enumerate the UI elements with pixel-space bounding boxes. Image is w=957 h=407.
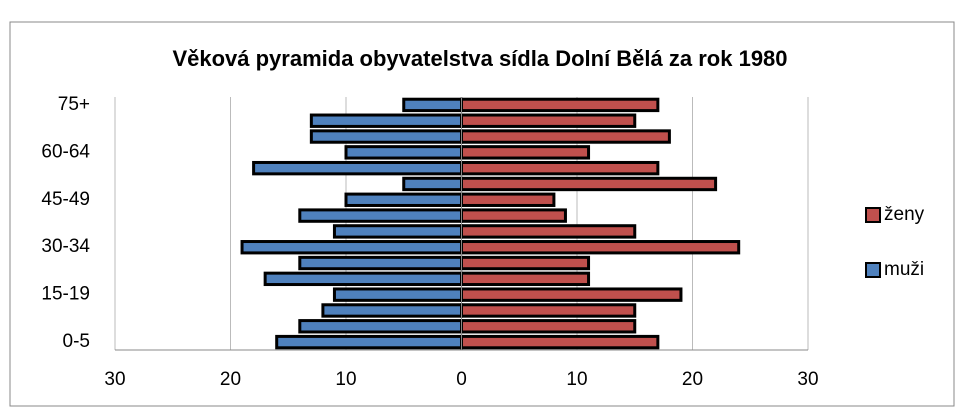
bar — [460, 176, 718, 192]
legend-swatch — [865, 262, 881, 278]
bar — [332, 287, 464, 302]
bar — [344, 145, 463, 160]
chart-title: Věková pyramida obyvatelstva sídla Dolní… — [172, 46, 787, 71]
bar — [252, 160, 463, 176]
bar — [309, 129, 463, 144]
bar — [460, 240, 741, 255]
bar — [275, 334, 464, 350]
legend-label: ženy — [884, 204, 925, 225]
bar — [344, 192, 463, 207]
y-tick-label: 45-49 — [41, 189, 90, 210]
x-tick-label: 30 — [104, 369, 125, 390]
bar — [460, 97, 660, 113]
x-tick-label: 0 — [456, 369, 467, 390]
bar — [460, 208, 567, 223]
x-tick-label: 10 — [335, 369, 356, 390]
bar — [460, 113, 637, 128]
y-tick-label: 30-34 — [41, 236, 90, 257]
bar — [460, 129, 671, 144]
bar — [298, 208, 463, 223]
bar — [263, 271, 463, 287]
x-tick-label: 20 — [682, 369, 703, 390]
bar — [460, 303, 637, 318]
bar — [460, 319, 637, 334]
bar — [460, 160, 660, 176]
legend-label: muži — [884, 259, 924, 280]
bar — [309, 113, 463, 128]
bar — [332, 224, 464, 239]
bar — [460, 224, 637, 239]
legend-swatch — [865, 207, 881, 223]
y-tick-label: 75+ — [58, 94, 90, 115]
y-tick-label: 15-19 — [41, 284, 90, 305]
x-tick-label: 10 — [566, 369, 587, 390]
bar — [460, 287, 683, 302]
bar — [460, 145, 591, 160]
bar — [298, 255, 463, 271]
y-tick-label: 60-64 — [41, 141, 90, 162]
bar — [240, 240, 463, 255]
bar — [460, 192, 556, 207]
y-tick-label: 0-5 — [63, 331, 90, 352]
bar — [321, 303, 463, 318]
bar — [460, 334, 660, 350]
bar — [402, 97, 463, 113]
x-tick-label: 20 — [220, 369, 241, 390]
bar — [460, 255, 591, 271]
bar — [460, 271, 591, 287]
bar — [298, 319, 463, 334]
bar — [402, 176, 463, 192]
x-tick-label: 30 — [797, 369, 818, 390]
